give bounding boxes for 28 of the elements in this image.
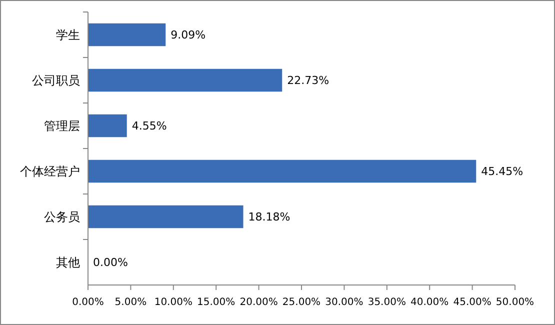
y-tick-label: 其他 <box>56 255 80 270</box>
y-tick-label: 学生 <box>56 28 80 42</box>
bar <box>88 68 282 92</box>
data-label: 18.18% <box>248 210 290 224</box>
x-tick-label: 5.00% <box>114 297 147 308</box>
x-tick-label: 35.00% <box>368 297 406 308</box>
data-label: 22.73% <box>287 74 330 88</box>
bar <box>88 23 166 46</box>
x-tick-label: 0.00% <box>72 297 104 308</box>
data-label: 9.09% <box>170 28 206 42</box>
data-label: 45.45% <box>481 165 524 178</box>
bar <box>88 205 244 228</box>
x-tick-label: 15.00% <box>197 297 236 308</box>
data-label: 4.55% <box>132 120 167 133</box>
y-tick-label: 公司职员 <box>32 73 80 88</box>
x-tick-label: 45.00% <box>453 297 492 308</box>
bar <box>88 114 127 138</box>
y-tick-label: 个体经营户 <box>20 164 80 178</box>
x-tick-label: 30.00% <box>325 297 364 308</box>
y-tick-label: 公务员 <box>44 210 80 224</box>
x-tick-label: 10.00% <box>154 297 192 308</box>
bar <box>88 160 476 183</box>
x-tick-label: 20.00% <box>240 297 278 308</box>
x-tick-label: 50.00% <box>496 297 534 308</box>
data-label: 0.00% <box>93 256 128 270</box>
x-tick-label: 40.00% <box>410 297 449 308</box>
y-tick-label: 管理层 <box>44 118 80 133</box>
x-tick-label: 25.00% <box>282 297 321 308</box>
